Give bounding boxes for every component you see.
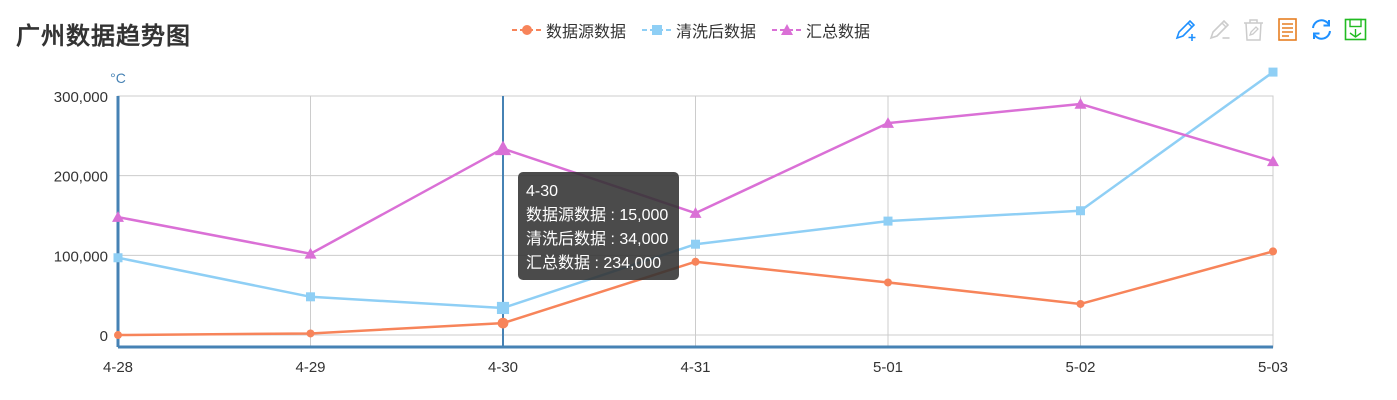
x-tick-label: 4-29 xyxy=(295,359,325,376)
tooltip-header: 4-30 xyxy=(526,183,559,200)
square-marker-icon xyxy=(642,25,673,35)
tooltip: 4-30 数据源数据 : 15,000 清洗后数据 : 34,000 汇总数据 … xyxy=(518,172,679,280)
legend-item-source[interactable]: 数据源数据 xyxy=(512,18,626,42)
data-point[interactable] xyxy=(306,292,315,302)
data-point[interactable] xyxy=(1074,97,1087,109)
axes: 0 100,000 200,000 300,000 4-28 4-29 4-30 4-31 5-… xyxy=(54,89,1288,376)
restore-icon xyxy=(1312,19,1331,40)
data-point[interactable] xyxy=(691,239,700,249)
data-point[interactable] xyxy=(112,211,124,222)
triangle-marker-icon xyxy=(772,24,803,35)
y-tick-label: 300,000 xyxy=(54,89,108,106)
data-point[interactable] xyxy=(496,301,510,315)
series-0 xyxy=(114,247,1277,340)
legend: 数据源数据 清洗后数据 汇总数据 xyxy=(512,18,870,42)
data-point[interactable] xyxy=(1269,247,1277,256)
data-point[interactable] xyxy=(1076,299,1085,308)
tooltip-line-cleaned: 清洗后数据 : 34,000 xyxy=(526,231,669,248)
mark-icon xyxy=(1175,19,1196,41)
data-point[interactable] xyxy=(882,117,894,128)
y-tick-label: 100,000 xyxy=(54,248,108,265)
data-view-button[interactable] xyxy=(1274,16,1301,43)
y-axis-label: °C xyxy=(110,70,126,86)
x-tick-label: 4-30 xyxy=(488,359,518,376)
data-point[interactable] xyxy=(884,278,892,287)
data-point[interactable] xyxy=(114,331,122,340)
series-layer xyxy=(112,67,1279,340)
data-point[interactable] xyxy=(1076,206,1085,216)
legend-label-summary: 汇总数据 xyxy=(806,24,871,41)
data-point[interactable] xyxy=(689,207,702,218)
chart-title: 广州数据趋势图 xyxy=(16,23,191,50)
data-point[interactable] xyxy=(691,257,700,266)
x-tick-label: 5-02 xyxy=(1065,359,1095,376)
mark-undo-button[interactable] xyxy=(1206,16,1233,43)
legend-item-cleaned[interactable]: 清洗后数据 xyxy=(642,18,756,42)
legend-item-summary[interactable]: 汇总数据 xyxy=(772,18,870,42)
x-tick-label: 5-01 xyxy=(873,359,903,376)
data-point[interactable] xyxy=(1268,67,1278,77)
x-tick-label: 4-31 xyxy=(680,359,710,376)
save-image-icon xyxy=(1344,18,1367,41)
data-point[interactable] xyxy=(306,329,315,338)
data-point[interactable] xyxy=(113,253,123,263)
data-point[interactable] xyxy=(1267,155,1279,167)
legend-label-cleaned: 清洗后数据 xyxy=(676,24,757,41)
restore-button[interactable] xyxy=(1308,16,1335,43)
legend-label-source: 数据源数据 xyxy=(546,24,627,41)
mark-clear-icon xyxy=(1244,19,1263,41)
grid xyxy=(117,95,1274,348)
circle-marker-icon xyxy=(512,25,542,35)
data-point[interactable] xyxy=(304,247,317,259)
series-1 xyxy=(113,67,1278,315)
y-tick-label: 0 xyxy=(100,328,108,345)
tooltip-line-summary: 汇总数据 : 234,000 xyxy=(526,255,662,272)
toolbox xyxy=(1172,16,1369,43)
x-tick-label: 5-03 xyxy=(1258,359,1288,376)
tooltip-line-source: 数据源数据 : 15,000 xyxy=(526,207,669,224)
data-point[interactable] xyxy=(494,140,512,156)
x-tick-label: 4-28 xyxy=(103,359,133,376)
y-tick-label: 200,000 xyxy=(54,169,108,186)
mark-clear-button[interactable] xyxy=(1240,16,1267,43)
data-point[interactable] xyxy=(497,317,509,329)
series-2 xyxy=(112,97,1279,259)
mark-button[interactable] xyxy=(1172,16,1199,43)
data-point[interactable] xyxy=(883,216,893,226)
save-image-button[interactable] xyxy=(1342,16,1369,43)
data-view-icon xyxy=(1278,18,1297,41)
mark-undo-icon xyxy=(1209,19,1230,40)
